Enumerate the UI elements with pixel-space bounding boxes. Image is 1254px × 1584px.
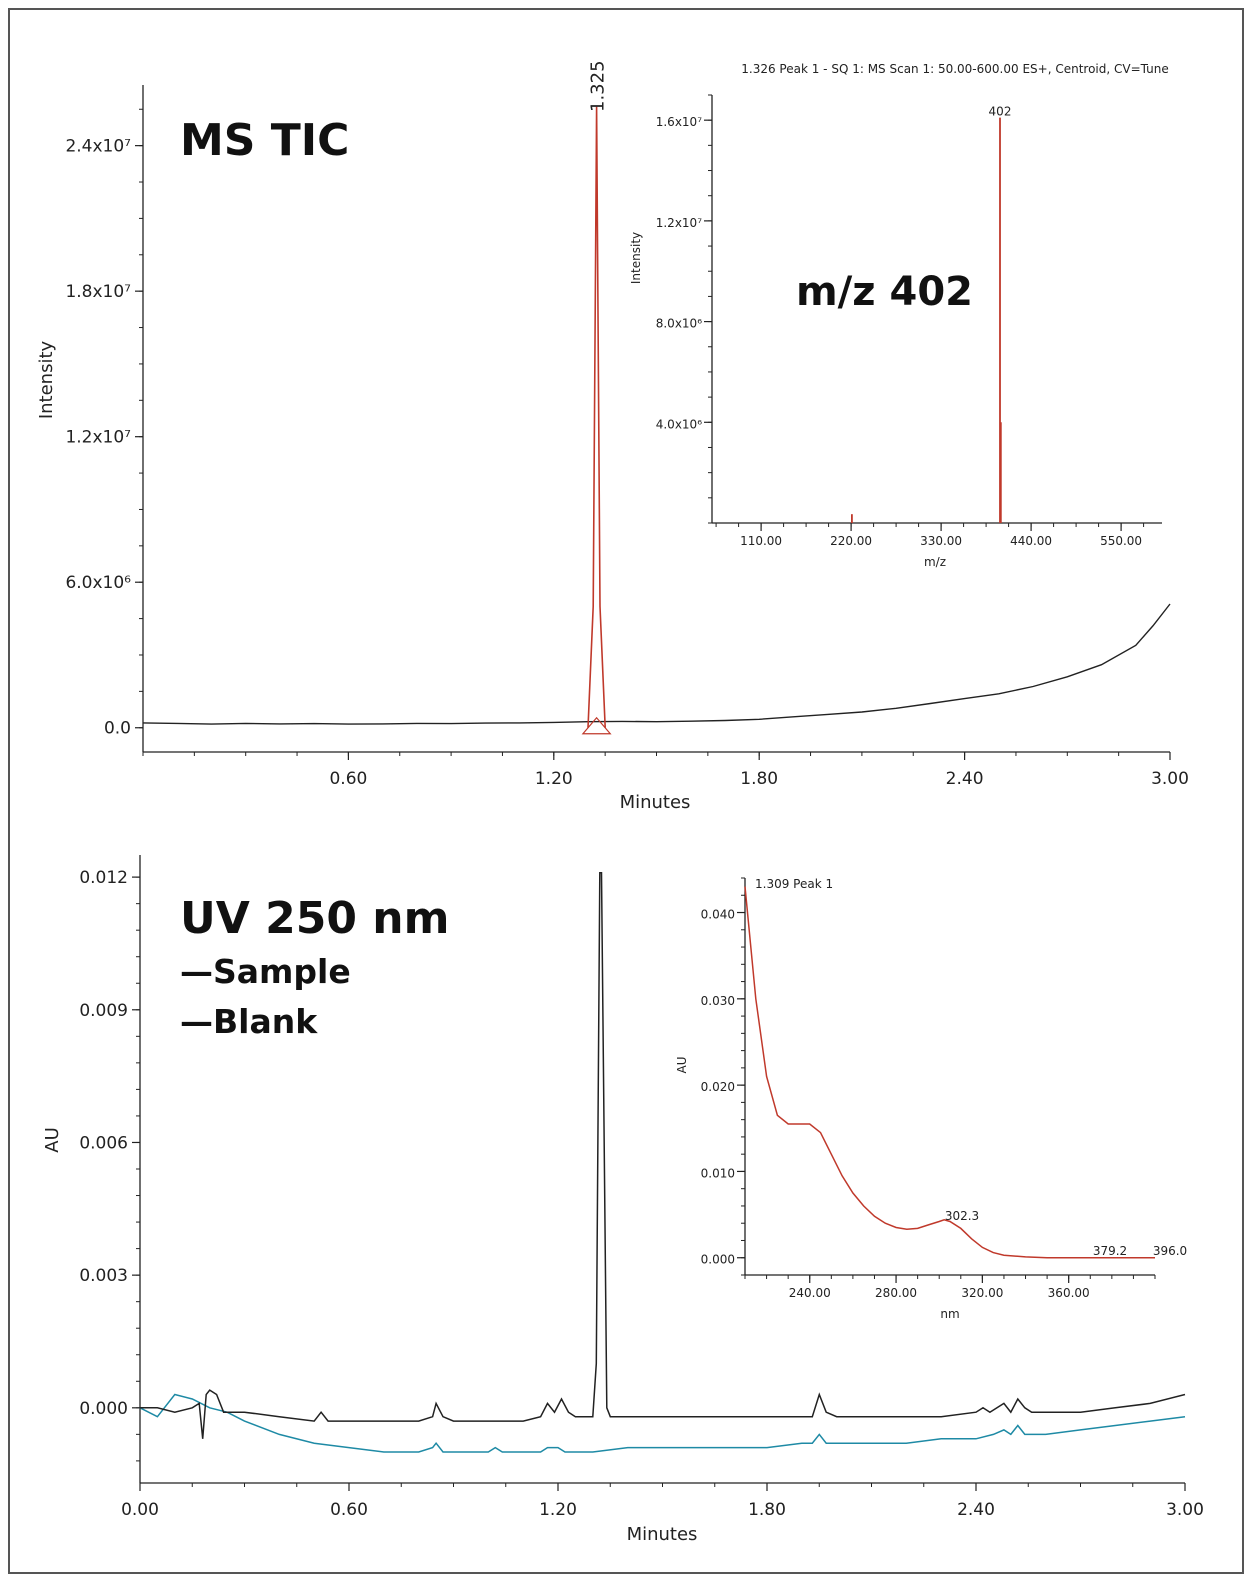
ms-tic-y-tick-label: 2.4x10⁷ bbox=[65, 137, 131, 157]
ms-spectrum-y-tick-label: 1.2x10⁷ bbox=[656, 216, 702, 230]
ms-spectrum-y-tick-label: 4.0x10⁶ bbox=[656, 417, 702, 431]
uv-y-tick-label: 0.012 bbox=[79, 868, 128, 888]
uv-spectrum-annotation: 302.3 bbox=[945, 1209, 979, 1223]
ms-tic-y-tick-label: 1.8x10⁷ bbox=[65, 282, 131, 302]
ms-spectrum-annotation: m/z 402 bbox=[796, 269, 973, 315]
uv-spectrum-y-tick-label: 0.010 bbox=[701, 1166, 735, 1180]
uv-sample-series bbox=[140, 871, 1186, 1439]
uv-y-tick-label: 0.006 bbox=[79, 1133, 128, 1153]
ms-tic-peak-series bbox=[587, 106, 606, 728]
ms-tic-y-tick-label: 0.0 bbox=[104, 719, 131, 739]
uv-legend-blank: —Blank bbox=[180, 1002, 318, 1041]
uv-x-tick-label: 0.00 bbox=[121, 1500, 159, 1520]
ms-spectrum-x-tick-label: 330.00 bbox=[920, 534, 962, 548]
ms-tic-y-axis-label: Intensity bbox=[36, 340, 57, 419]
uv-x-tick-label: 1.20 bbox=[539, 1500, 577, 1520]
uv-spectrum-y-axis-label: AU bbox=[675, 1057, 689, 1074]
uv-x-tick-label: 2.40 bbox=[957, 1500, 995, 1520]
ms-tic-x-tick-label: 2.40 bbox=[946, 769, 984, 789]
uv-x-axis-label: Minutes bbox=[627, 1524, 698, 1545]
ms-tic-y-tick-label: 1.2x10⁷ bbox=[65, 428, 131, 448]
ms-spectrum-x-tick-label: 220.00 bbox=[830, 534, 872, 548]
uv-spectrum-x-axis-label: nm bbox=[940, 1307, 959, 1321]
ms-tic-x-axis-label: Minutes bbox=[620, 792, 691, 813]
uv-spectrum-series bbox=[744, 886, 1155, 1259]
uv-spectrum-title: 1.309 Peak 1 bbox=[755, 877, 833, 891]
uv-spectrum-y-tick-label: 0.040 bbox=[701, 908, 735, 922]
uv-spectrum-y-tick-label: 0.000 bbox=[701, 1253, 735, 1267]
uv-y-tick-label: 0.009 bbox=[79, 1001, 128, 1021]
ms-spectrum-y-tick-label: 8.0x10⁶ bbox=[656, 317, 702, 331]
uv-spectrum-annotation: 379.2 bbox=[1093, 1244, 1127, 1258]
uv-y-tick-label: 0.003 bbox=[79, 1266, 128, 1286]
uv-spectrum-x-tick-label: 360.00 bbox=[1048, 1286, 1090, 1300]
ms-tic-x-tick-label: 3.00 bbox=[1151, 769, 1189, 789]
ms-spectrum-x-tick-label: 550.00 bbox=[1100, 534, 1142, 548]
ms-tic-x-tick-label: 1.20 bbox=[535, 769, 573, 789]
ms-tic-x-tick-label: 1.80 bbox=[740, 769, 778, 789]
uv-spectrum-x-tick-label: 280.00 bbox=[875, 1286, 917, 1300]
ms-tic-peak-integration-marker bbox=[581, 716, 612, 735]
ms-tic-baseline-series bbox=[142, 603, 1171, 725]
uv-spectrum-x-tick-label: 320.00 bbox=[961, 1286, 1003, 1300]
ms-spectrum-x-tick-label: 440.00 bbox=[1010, 534, 1052, 548]
uv-y-axis-label: AU bbox=[42, 1127, 63, 1153]
ms-spectrum-title: 1.326 Peak 1 - SQ 1: MS Scan 1: 50.00-60… bbox=[741, 62, 1168, 76]
uv-title: UV 250 nm bbox=[180, 893, 449, 944]
uv-spectrum-y-tick-label: 0.030 bbox=[701, 994, 735, 1008]
ms-tic-title: MS TIC bbox=[180, 115, 349, 166]
ms-spectrum-y-axis-label: Intensity bbox=[629, 232, 643, 284]
uv-spectrum-x-tick-label: 240.00 bbox=[789, 1286, 831, 1300]
ms-spectrum-y-tick-label: 1.6x10⁷ bbox=[656, 115, 702, 129]
uv-spectrum-y-tick-label: 0.020 bbox=[701, 1080, 735, 1094]
ms-tic-peak-label: 1.325 bbox=[588, 60, 609, 112]
figure-frame bbox=[8, 8, 1244, 1574]
uv-blank-series bbox=[139, 1393, 1186, 1453]
ms-tic-x-tick-label: 0.60 bbox=[329, 769, 367, 789]
uv-legend-sample: —Sample bbox=[180, 952, 351, 991]
uv-y-tick-label: 0.000 bbox=[79, 1399, 128, 1419]
ms-spectrum-x-axis-label: m/z bbox=[924, 555, 946, 569]
ms-tic-y-tick-label: 6.0x10⁶ bbox=[65, 573, 131, 593]
uv-spectrum-annotation: 396.0 bbox=[1153, 1244, 1187, 1258]
ms-spectrum-x-tick-label: 110.00 bbox=[740, 534, 782, 548]
uv-x-tick-label: 1.80 bbox=[748, 1500, 786, 1520]
uv-x-tick-label: 0.60 bbox=[330, 1500, 368, 1520]
uv-x-tick-label: 3.00 bbox=[1166, 1500, 1204, 1520]
ms-spectrum-peak-label: 402 bbox=[989, 105, 1012, 119]
